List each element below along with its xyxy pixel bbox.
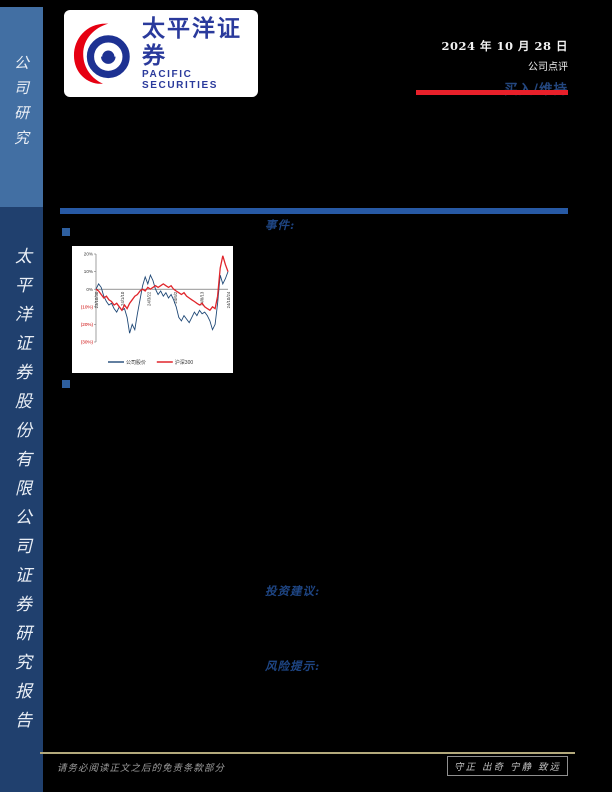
pacific-securities-logo-icon xyxy=(73,23,130,84)
svg-text:沪深300: 沪深300 xyxy=(175,359,194,366)
sidebar-category-label: 公司研究 xyxy=(12,55,30,155)
svg-text:24/10/24: 24/10/24 xyxy=(226,291,231,308)
logo-text: 太平洋证券 PACIFIC SECURITIES xyxy=(142,16,252,91)
sidebar-bottom: 太平洋证券股份有限公司证券研究报告 xyxy=(0,207,43,792)
footer-divider-line xyxy=(40,752,575,754)
svg-text:24/1/10: 24/1/10 xyxy=(120,291,125,306)
logo-name-en: PACIFIC SECURITIES xyxy=(142,68,219,91)
svg-text:公司股价: 公司股价 xyxy=(126,360,146,366)
report-date: 2024 年 10 月 28 日 xyxy=(441,39,568,53)
rating-text: 买入/维持 xyxy=(441,78,568,98)
advice-heading: 投资建议: xyxy=(265,584,321,598)
svg-text:(20%): (20%) xyxy=(81,322,94,327)
svg-text:10%: 10% xyxy=(84,269,93,274)
event-heading: 事件: xyxy=(265,218,296,232)
svg-text:24/3/22: 24/3/22 xyxy=(147,291,152,306)
footer-motto-box: 守正 出奇 宁静 致远 xyxy=(447,756,569,776)
report-header: 2024 年 10 月 28 日 公司点评 买入/维持 xyxy=(441,38,568,98)
performance-chart: 20% 10% 0% (10%) (20%) (30%) 23/10/30 24/1/10 24… xyxy=(81,252,231,366)
logo-card: 太平洋证券 PACIFIC SECURITIES xyxy=(64,10,258,97)
footer-disclaimer: 请务必阅读正文之后的免责条款部分 xyxy=(57,763,226,774)
square-bullet-icon xyxy=(62,380,70,388)
performance-chart-card: 20% 10% 0% (10%) (20%) (30%) 23/10/30 24/1/10 24… xyxy=(72,246,233,373)
logo-name-cn: 太平洋证券 xyxy=(142,16,242,69)
svg-text:20%: 20% xyxy=(84,252,93,257)
svg-text:23/10/30: 23/10/30 xyxy=(94,291,99,308)
svg-text:0%: 0% xyxy=(86,287,93,292)
section-divider-bar xyxy=(60,208,568,214)
svg-text:(10%): (10%) xyxy=(81,304,94,309)
sidebar-company-label: 太平洋证券股份有限公司证券研究报告 xyxy=(11,247,31,740)
rating-underline xyxy=(416,90,568,95)
report-type: 公司点评 xyxy=(528,62,568,73)
svg-text:(30%): (30%) xyxy=(81,340,94,345)
sidebar-top: 公司研究 xyxy=(0,7,43,207)
square-bullet-icon xyxy=(62,228,70,236)
svg-text:24/6/2: 24/6/2 xyxy=(173,291,178,304)
svg-text:24/8/13: 24/8/13 xyxy=(199,291,204,306)
risk-heading: 风险提示: xyxy=(265,659,321,673)
